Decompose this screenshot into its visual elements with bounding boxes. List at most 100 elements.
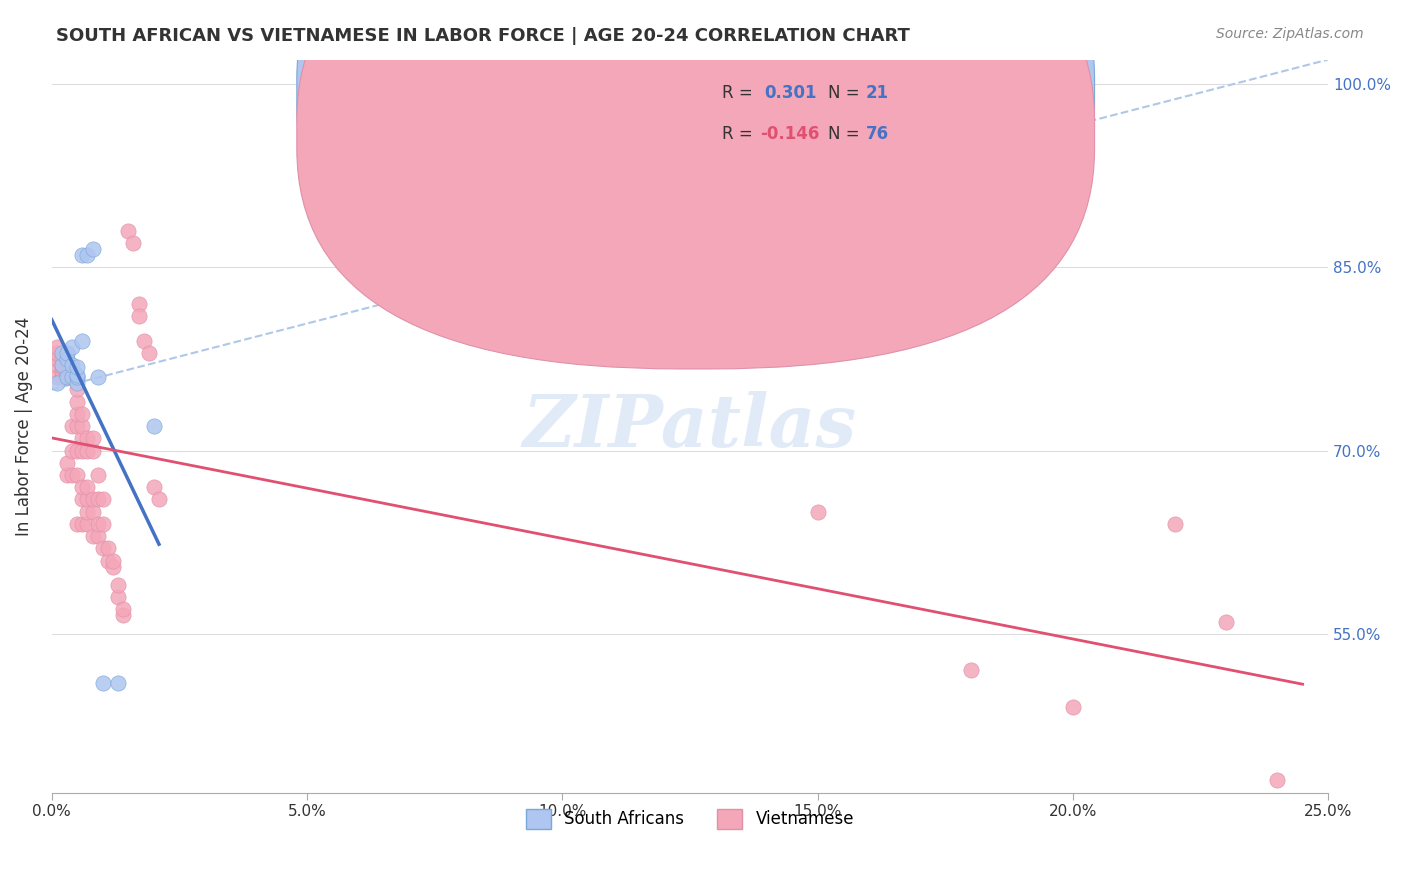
Text: N =: N =: [828, 84, 865, 102]
Point: [76, 516, 98, 531]
Point: [107, 578, 129, 592]
Point: [72, 516, 94, 531]
Text: SOUTH AFRICAN VS VIETNAMESE IN LABOR FORCE | AGE 20-24 CORRELATION CHART: SOUTH AFRICAN VS VIETNAMESE IN LABOR FOR…: [56, 27, 910, 45]
Point: [60, 370, 83, 384]
Text: 21: 21: [866, 84, 889, 102]
Point: [101, 559, 124, 574]
Legend: South Africans, Vietnamese: South Africans, Vietnamese: [519, 802, 860, 836]
Text: ZIPatlas: ZIPatlas: [523, 391, 858, 462]
Point: [66, 360, 89, 375]
Point: [60, 468, 83, 483]
Point: [51, 358, 73, 372]
Point: [51, 351, 73, 366]
Point: [56, 456, 79, 470]
Point: [72, 248, 94, 262]
Point: [66, 370, 89, 384]
Point: [45, 351, 67, 366]
Point: [56, 468, 79, 483]
Point: [97, 553, 120, 567]
Point: [91, 492, 114, 507]
Point: [128, 297, 150, 311]
Point: [60, 340, 83, 354]
Point: [142, 480, 165, 494]
Point: [107, 590, 129, 604]
Point: [148, 492, 170, 507]
Point: [138, 346, 160, 360]
Point: [72, 480, 94, 494]
Point: [45, 370, 67, 384]
Point: [51, 370, 73, 384]
Point: [72, 334, 94, 348]
Point: [72, 431, 94, 445]
Point: [66, 443, 89, 458]
Point: [66, 407, 89, 421]
Point: [76, 443, 98, 458]
Point: [66, 516, 89, 531]
Point: [56, 370, 79, 384]
Point: [86, 516, 108, 531]
Point: [97, 541, 120, 556]
Point: [51, 358, 73, 372]
Point: [76, 505, 98, 519]
Point: [51, 368, 73, 382]
Point: [72, 407, 94, 421]
Point: [82, 431, 104, 445]
Text: N =: N =: [828, 126, 865, 144]
Point: [76, 431, 98, 445]
Point: [91, 516, 114, 531]
Point: [112, 602, 135, 616]
Point: [72, 419, 94, 434]
Point: [91, 541, 114, 556]
Point: [101, 553, 124, 567]
Point: [959, 664, 981, 678]
Point: [1164, 516, 1187, 531]
FancyBboxPatch shape: [297, 0, 1094, 369]
Point: [51, 346, 73, 360]
Point: [60, 419, 83, 434]
Point: [82, 443, 104, 458]
Point: [82, 529, 104, 543]
Point: [91, 675, 114, 690]
Point: [45, 376, 67, 391]
Point: [45, 340, 67, 354]
FancyBboxPatch shape: [658, 70, 984, 169]
Point: [76, 480, 98, 494]
Point: [76, 492, 98, 507]
Point: [86, 468, 108, 483]
FancyBboxPatch shape: [297, 0, 1094, 327]
Point: [117, 224, 139, 238]
Point: [132, 334, 155, 348]
Point: [66, 394, 89, 409]
Point: [66, 468, 89, 483]
Point: [128, 309, 150, 323]
Point: [72, 443, 94, 458]
Point: [45, 346, 67, 360]
Point: [66, 383, 89, 397]
Point: [122, 235, 145, 250]
Y-axis label: In Labor Force | Age 20-24: In Labor Force | Age 20-24: [15, 317, 32, 536]
Point: [45, 358, 67, 372]
Point: [66, 376, 89, 391]
Point: [56, 358, 79, 372]
Point: [76, 248, 98, 262]
Point: [142, 419, 165, 434]
Point: [51, 364, 73, 378]
Point: [66, 419, 89, 434]
Text: 0.301: 0.301: [763, 84, 817, 102]
Point: [56, 370, 79, 384]
Text: R =: R =: [721, 84, 758, 102]
Point: [86, 492, 108, 507]
Point: [66, 370, 89, 384]
Point: [86, 529, 108, 543]
Point: [56, 351, 79, 366]
Point: [1265, 773, 1288, 788]
Point: [60, 370, 83, 384]
Point: [60, 443, 83, 458]
Point: [82, 505, 104, 519]
Point: [56, 346, 79, 360]
Text: -0.146: -0.146: [761, 126, 820, 144]
Point: [51, 360, 73, 375]
Point: [72, 492, 94, 507]
Point: [107, 675, 129, 690]
Point: [82, 492, 104, 507]
